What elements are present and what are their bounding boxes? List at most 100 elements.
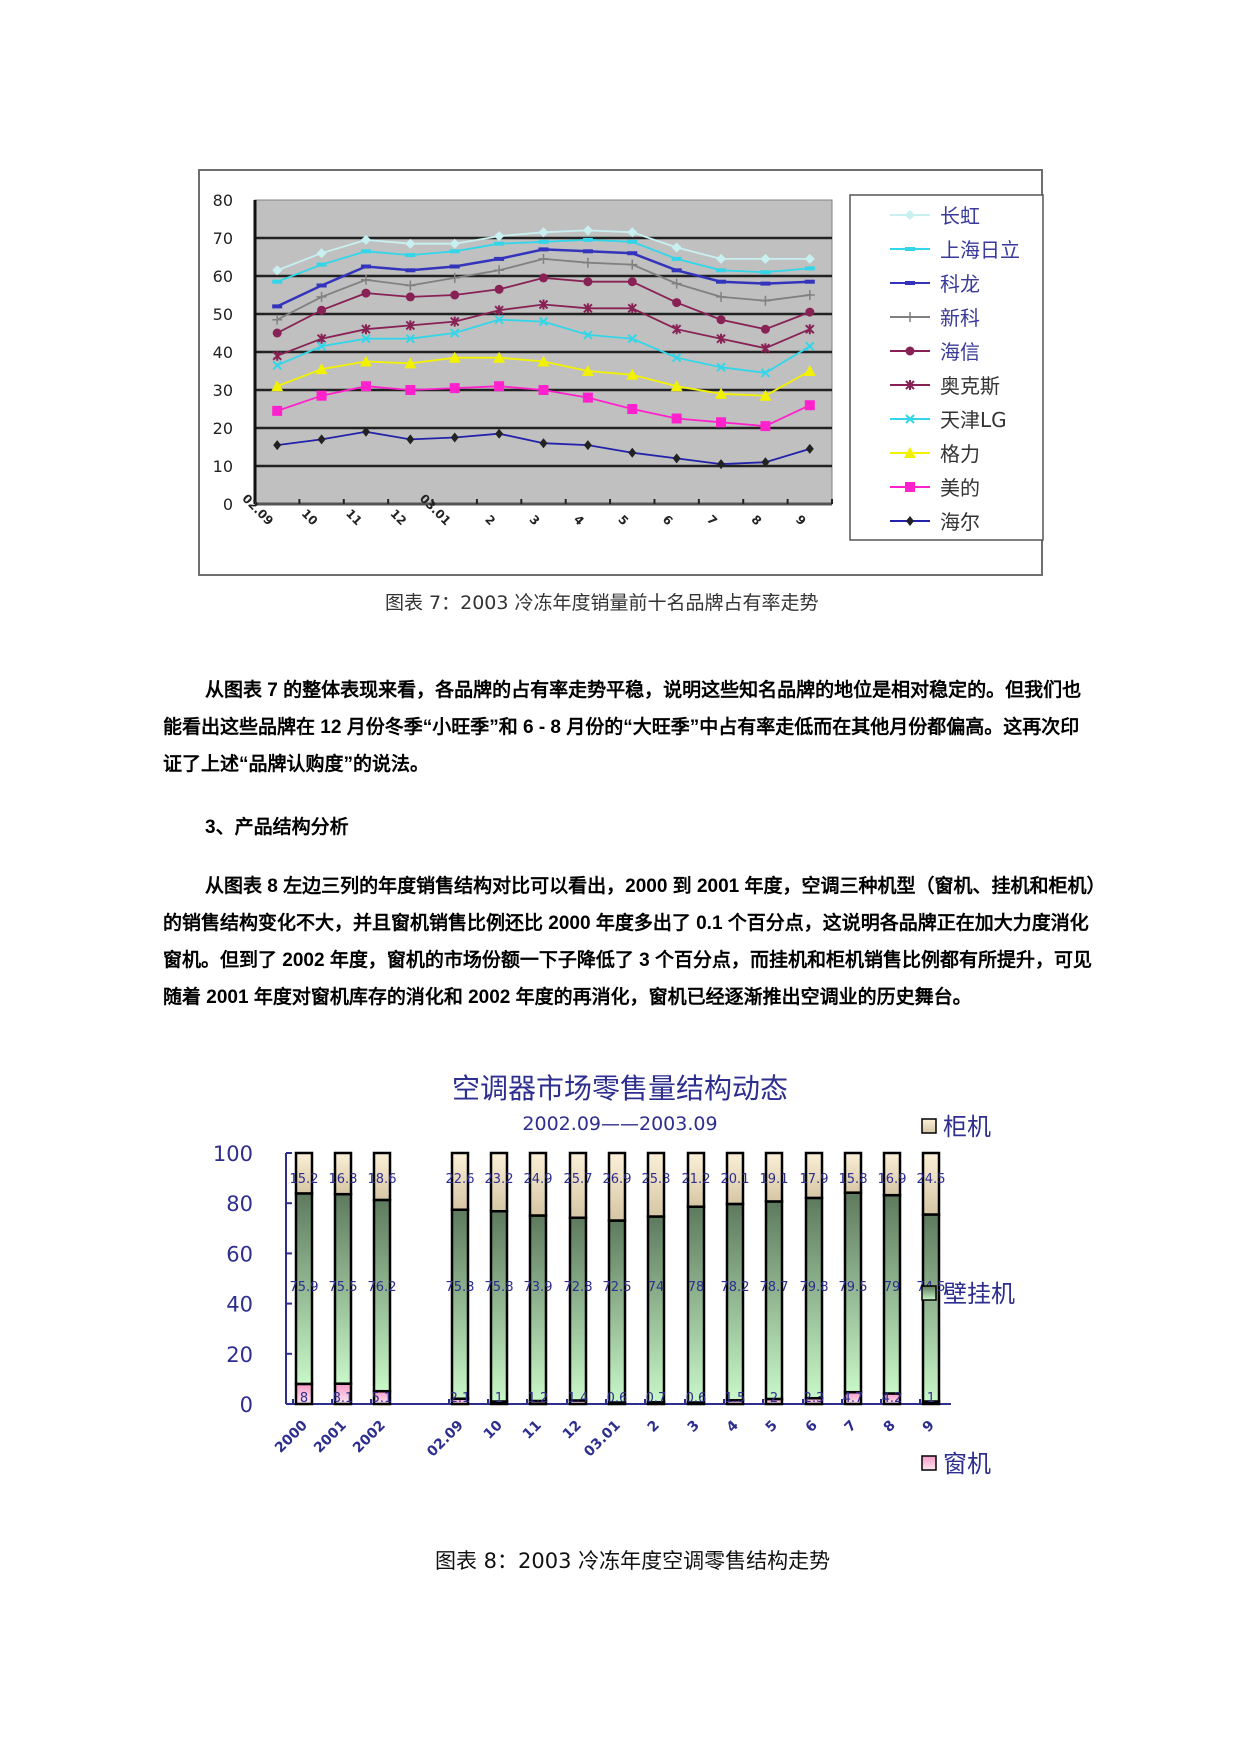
bar-segment xyxy=(489,1209,509,1403)
series-line xyxy=(273,426,814,470)
x-tick-label: 10 xyxy=(299,506,321,528)
bar-value-label: 75.3 xyxy=(446,1280,475,1295)
bar-stack: 24.9 73.9 1.2 xyxy=(524,1151,552,1406)
bar-segment xyxy=(333,1192,353,1385)
legend-label: 新科 xyxy=(940,306,980,330)
bar-segment xyxy=(686,1151,706,1208)
bar-value-label: 22.6 xyxy=(446,1172,475,1187)
series-line xyxy=(271,351,816,401)
bar-value-label: 18.6 xyxy=(368,1172,397,1187)
y-tick-label: 40 xyxy=(226,1293,253,1317)
x-tick-label: 8 xyxy=(749,512,765,528)
x-tick-label: 4 xyxy=(571,512,587,528)
x-tick-label: 03.01 xyxy=(581,1418,624,1461)
bar-stack: 19.1 78.7 2 xyxy=(760,1151,789,1406)
bar-segment xyxy=(294,1192,314,1386)
y-tick-label: 40 xyxy=(213,343,233,362)
x-tick-label: 9 xyxy=(920,1418,938,1436)
legend-label: 海尔 xyxy=(940,510,980,534)
bar-segment xyxy=(882,1193,902,1395)
bar-value-label: 2.3 xyxy=(804,1391,825,1406)
bar-segment xyxy=(804,1396,824,1406)
bar-segment xyxy=(764,1200,784,1401)
bar-segment xyxy=(686,1205,706,1404)
bar-value-label: 4.7 xyxy=(843,1391,864,1406)
bar-value-label: 75.8 xyxy=(485,1280,514,1295)
bar-segment xyxy=(568,1216,588,1402)
chart-title: 空调器市场零售量结构动态 xyxy=(452,1072,788,1105)
x-tick-label: 4 xyxy=(724,1417,742,1435)
bar-segment xyxy=(294,1151,314,1195)
x-tick-label: 2 xyxy=(645,1418,663,1436)
x-tick-label: 02.09 xyxy=(424,1418,467,1461)
bar-value-label: 25.7 xyxy=(564,1172,593,1187)
x-tick-label: 11 xyxy=(343,506,365,528)
legend-label: 窗机 xyxy=(943,1450,991,1478)
y-tick-label: 20 xyxy=(226,1343,253,1367)
x-tick-label: 6 xyxy=(660,512,676,528)
x-tick-label: 8 xyxy=(881,1418,899,1436)
series-line xyxy=(272,381,815,432)
bar-segment xyxy=(804,1196,824,1400)
x-tick-label: 3 xyxy=(527,512,543,528)
bar-segment xyxy=(804,1151,824,1200)
bar-segment xyxy=(528,1151,548,1217)
bar-stack: 23.2 75.8 1 xyxy=(485,1151,514,1406)
bar-value-label: 26.9 xyxy=(603,1172,632,1187)
figure8-caption: 图表 8：2003 冷冻年度空调零售结构走势 xyxy=(435,1549,831,1573)
bar-segment xyxy=(607,1219,627,1404)
y-tick-label: 100 xyxy=(213,1142,253,1166)
bar-segment xyxy=(725,1151,745,1206)
bar-stack: 25.7 72.8 1.4 xyxy=(564,1151,593,1406)
legend-label: 柜机 xyxy=(943,1113,991,1141)
figure7-caption: 图表 7：2003 冷冻年度销量前十名品牌占有率走势 xyxy=(385,592,819,614)
bar-value-label: 0.6 xyxy=(607,1391,628,1406)
x-tick-label: 12 xyxy=(388,506,410,528)
bar-value-label: 72.8 xyxy=(564,1280,593,1295)
y-tick-label: 70 xyxy=(213,229,233,248)
bar-value-label: 19.1 xyxy=(760,1172,789,1187)
legend-item: 新科 xyxy=(890,306,980,330)
bar-stack: 15.8 79.5 4.7 xyxy=(839,1151,867,1406)
bar-value-label: 1.2 xyxy=(528,1391,549,1406)
x-tick-label: 10 xyxy=(481,1417,506,1442)
y-tick-label: 10 xyxy=(213,457,233,476)
legend-item: 奥克斯 xyxy=(890,374,1000,398)
section-heading: 3、产品结构分析 xyxy=(205,817,349,838)
legend-label: 长虹 xyxy=(940,204,980,228)
x-tick-label: 5 xyxy=(615,512,631,528)
legend-item: 科龙 xyxy=(890,272,980,296)
series-line xyxy=(272,237,815,284)
bar-value-label: 75.5 xyxy=(329,1280,358,1295)
x-tick-label: 11 xyxy=(520,1418,545,1443)
bar-segment xyxy=(843,1191,863,1394)
bar-value-label: 16.9 xyxy=(878,1172,907,1187)
bar-value-label: 1.5 xyxy=(725,1391,746,1406)
bar-segment xyxy=(568,1399,588,1406)
legend-item: 窗机 xyxy=(921,1450,991,1478)
legend-label: 海信 xyxy=(940,340,980,364)
bar-value-label: 8.1 xyxy=(333,1391,354,1406)
bar-stack: 24.5 74.5 1 xyxy=(917,1151,945,1406)
paragraph-brand-trend: 从图表 7 的整体表现来看，各品牌的占有率走势平稳，说明这些知名品牌的地位是相对… xyxy=(163,672,1098,783)
bar-value-label: 75.9 xyxy=(290,1280,319,1295)
x-tick-label: 12 xyxy=(560,1418,585,1443)
bar-segment xyxy=(882,1151,902,1197)
legend-item: 美的 xyxy=(890,476,980,500)
bar-segment xyxy=(646,1151,666,1218)
x-tick-label: 6 xyxy=(803,1418,821,1436)
bar-value-label: 76.2 xyxy=(368,1280,397,1295)
bar-value-label: 78 xyxy=(688,1280,705,1295)
series-line xyxy=(272,314,815,378)
bar-segment xyxy=(725,1202,745,1402)
bar-segment xyxy=(372,1389,392,1406)
bar-stack: 20.1 78.2 1.5 xyxy=(721,1151,749,1406)
bar-segment xyxy=(568,1151,588,1220)
bar-segment xyxy=(489,1400,509,1406)
bar-segment xyxy=(921,1151,941,1216)
bar-value-label: 79.8 xyxy=(800,1280,829,1295)
legend-label: 上海日立 xyxy=(940,238,1020,262)
legend-label: 科龙 xyxy=(940,272,980,296)
bar-stack: 15.2 75.9 8 xyxy=(290,1151,319,1406)
